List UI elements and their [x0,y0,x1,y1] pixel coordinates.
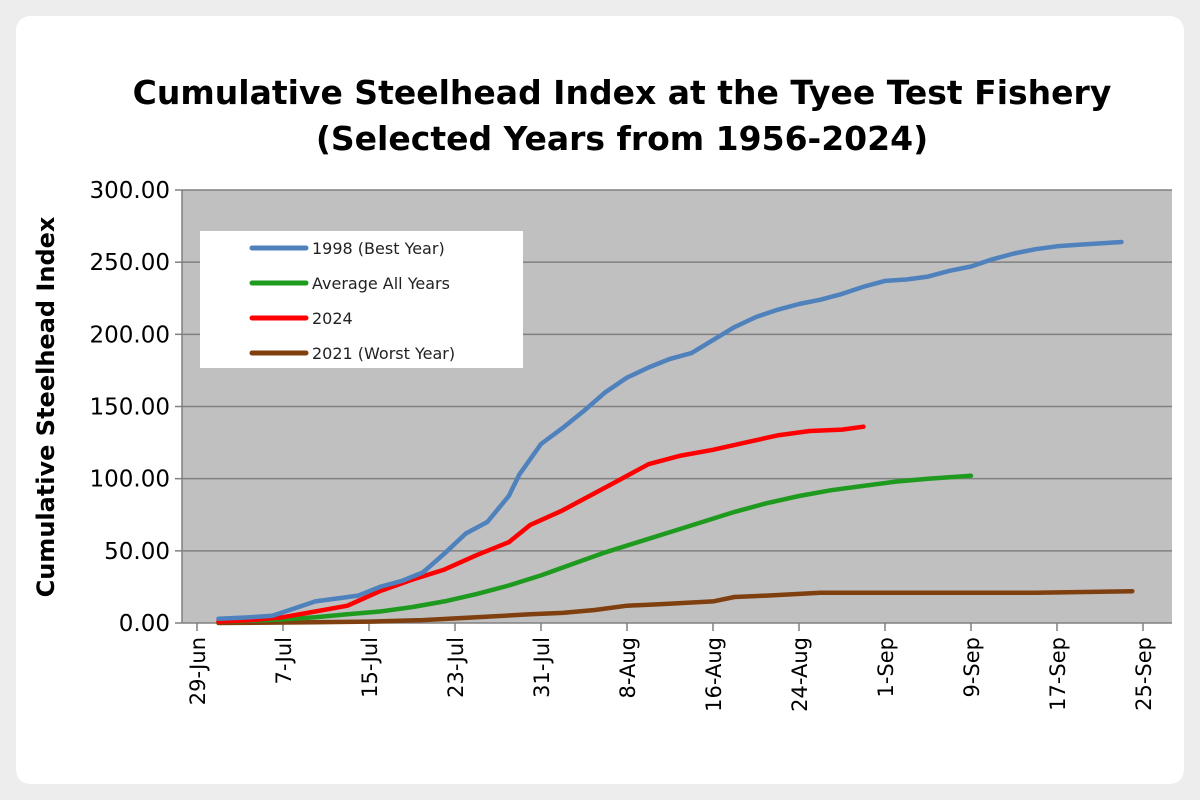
y-tick-label: 0.00 [119,611,170,637]
x-tick-label: 15-Jul [358,637,382,698]
series-line-2021-worst-year [216,588,1135,626]
x-tick-label: 23-Jul [444,637,468,698]
legend-box [200,231,523,368]
chart-subtitle-line: (Selected Years from 1956-2024) [315,119,929,158]
x-tick-label: 24-Aug [788,637,812,712]
x-tick-label: 7-Jul [272,637,296,684]
chart-title-line: Cumulative Steelhead Index at the Tyee T… [132,73,1112,112]
series-line-2024 [216,424,866,624]
legend-label: 1998 (Best Year) [312,239,445,258]
x-tick-label: 29-Jun [186,637,210,705]
y-tick-label: 300.00 [90,178,170,204]
y-tick-label: 200.00 [90,322,170,348]
y-tick-label: 50.00 [104,539,170,565]
x-tick-label: 8-Aug [616,637,640,698]
y-axis-label: Cumulative Steelhead Index [32,216,60,597]
x-tick-label: 1-Sep [874,637,898,698]
x-tick-label: 9-Sep [960,637,984,698]
legend-label: Average All Years [312,274,450,293]
legend: 1998 (Best Year) Average All Years 2024 202… [200,231,523,368]
tick-labels: 0.00 50.00 100.00 150.00 200.00 250.00 300.00 2… [90,178,1156,712]
series-line-average-all-years [216,473,974,624]
chart-title: Cumulative Steelhead Index at the Tyee T… [0,70,1200,162]
y-tick-label: 150.00 [90,395,170,421]
legend-label: 2024 [312,309,353,328]
x-tick-label: 25-Sep [1132,637,1156,711]
x-tick-label: 17-Sep [1046,637,1070,711]
series-lines [216,239,1135,626]
series-line-1998-best-year [216,239,1124,621]
x-tick-label: 31-Jul [530,637,554,698]
legend-label: 2021 (Worst Year) [312,344,455,363]
y-tick-label: 100.00 [90,467,170,493]
y-tick-label: 250.00 [90,250,170,276]
x-tick-label: 16-Aug [702,637,726,712]
